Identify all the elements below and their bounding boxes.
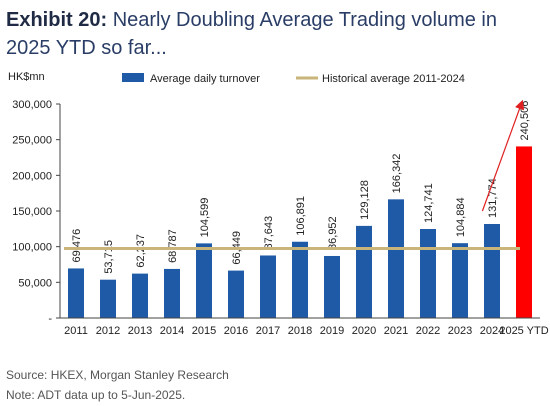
bar-2019 bbox=[324, 255, 340, 318]
x-tick-label: 2015 bbox=[192, 325, 216, 337]
x-tick-label: 2020 bbox=[352, 325, 376, 337]
bar-value-label: 68,787 bbox=[167, 229, 179, 263]
x-axis: 2011 2012 2013 2014 2015 2016 2017 2018 2019 2020… bbox=[60, 317, 549, 337]
bar-value-label: 62,237 bbox=[135, 234, 147, 268]
bar-2011 bbox=[68, 268, 84, 318]
x-tick-label: 2012 bbox=[96, 325, 120, 337]
title-text: Nearly Doubling Average Trading volume i… bbox=[6, 9, 497, 59]
bar-value-label: 86,952 bbox=[327, 216, 339, 250]
source-note: Source: HKEX, Morgan Stanley Research bbox=[6, 368, 229, 382]
legend-label-average: Historical average 2011-2024 bbox=[322, 73, 465, 85]
y-axis-label: HK$mn bbox=[8, 71, 45, 83]
y-axis: - 50,000 100,000 150,000 200,000 250,000 300,0… bbox=[12, 99, 61, 325]
bar-2020 bbox=[356, 225, 372, 318]
bar-2013 bbox=[132, 273, 148, 318]
bar-value-label: 129,128 bbox=[359, 180, 371, 220]
bar-value-label: 166,342 bbox=[391, 154, 403, 194]
bar-2015 bbox=[196, 243, 212, 318]
bar-value-label: 124,741 bbox=[423, 183, 435, 223]
x-tick-label: 2022 bbox=[416, 325, 440, 337]
y-tick-label: - bbox=[48, 313, 52, 325]
y-tick-label: 200,000 bbox=[12, 170, 52, 182]
bar-value-label: 106,891 bbox=[295, 196, 307, 236]
x-tick-label: 2016 bbox=[224, 325, 248, 337]
exhibit-number: Exhibit 20: bbox=[6, 9, 108, 31]
bar-value-label: 104,599 bbox=[199, 198, 211, 238]
data-note: Note: ADT data up to 5-Jun-2025. bbox=[6, 388, 186, 402]
x-tick-label: 2017 bbox=[256, 325, 280, 337]
bar-2012 bbox=[100, 279, 116, 318]
bar-2018 bbox=[292, 241, 308, 318]
bar-value-label: 240,506 bbox=[519, 101, 531, 141]
bar-value-label: 87,643 bbox=[263, 216, 275, 250]
growth-arrow bbox=[481, 99, 525, 212]
bar-2023 bbox=[452, 243, 468, 318]
bar-2017 bbox=[260, 255, 276, 318]
bar-2016 bbox=[228, 270, 244, 318]
bar-2021 bbox=[388, 199, 404, 318]
x-tick-label: 2014 bbox=[160, 325, 184, 337]
legend-swatch-turnover bbox=[122, 73, 144, 82]
bar-2024 bbox=[484, 224, 500, 318]
x-tick-label: 2018 bbox=[288, 325, 312, 337]
exhibit-title: Exhibit 20: Nearly Doubling Average Trad… bbox=[6, 6, 546, 62]
x-tick-label: 2025 YTD bbox=[499, 325, 548, 337]
y-tick-label: 300,000 bbox=[12, 99, 52, 111]
x-tick-label: 2023 bbox=[448, 325, 472, 337]
x-tick-label: 2019 bbox=[320, 325, 344, 337]
x-tick-label: 2021 bbox=[384, 325, 408, 337]
y-tick-label: 250,000 bbox=[12, 135, 52, 147]
x-tick-label: 2011 bbox=[64, 325, 88, 337]
bar-chart: HK$mn Average daily turnover Historical … bbox=[8, 71, 549, 337]
legend: Average daily turnover Historical averag… bbox=[122, 73, 465, 85]
x-tick-label: 2024 bbox=[480, 325, 504, 337]
reference-line-group bbox=[64, 99, 525, 251]
bars: 69,47653,71562,23768,787104,59966,44987,… bbox=[68, 101, 532, 318]
bar-value-label: 69,476 bbox=[71, 229, 83, 263]
bar-2014 bbox=[164, 268, 180, 318]
y-tick-label: 150,000 bbox=[12, 206, 52, 218]
legend-label-turnover: Average daily turnover bbox=[150, 73, 260, 85]
bar-value-label: 53,715 bbox=[103, 240, 115, 274]
y-tick-label: 100,000 bbox=[12, 242, 52, 254]
y-tick-label: 50,000 bbox=[18, 277, 52, 289]
bar-2025-ytd bbox=[516, 146, 532, 318]
x-tick-label: 2013 bbox=[128, 325, 152, 337]
bar-value-label: 104,884 bbox=[455, 197, 467, 237]
bar-value-label: 131,774 bbox=[487, 178, 499, 218]
bar-2022 bbox=[420, 229, 436, 318]
